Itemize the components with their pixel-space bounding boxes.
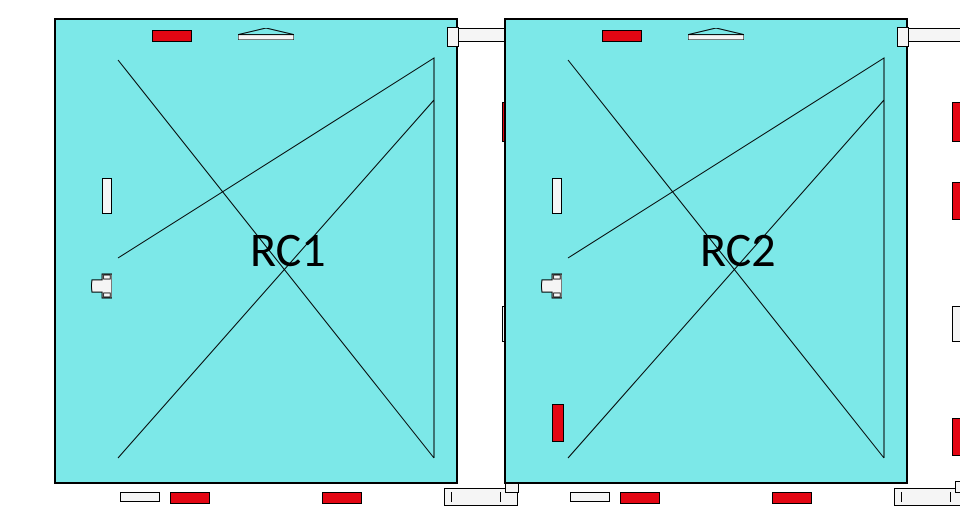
scissor-stay-icon (688, 28, 744, 40)
hardware-icon (102, 178, 112, 214)
locking-point-icon (602, 30, 642, 42)
corner-drive-icon (894, 488, 960, 506)
scissor-stay-icon (238, 28, 294, 40)
diagram-stage: RC1 RC2 (0, 0, 960, 501)
locking-point-icon (552, 404, 564, 442)
hardware-icon (552, 178, 562, 214)
locking-point-icon (952, 418, 960, 456)
locking-point-icon (952, 102, 960, 142)
locking-point-icon (322, 492, 362, 504)
window-rc2: RC2 (504, 18, 908, 484)
window-rc1: RC1 (54, 18, 458, 484)
locking-point-icon (170, 492, 210, 504)
locking-point-icon (952, 182, 960, 220)
locking-point-icon (620, 492, 660, 504)
locking-point-icon (152, 30, 192, 42)
window-label: RC1 (250, 226, 326, 274)
top-stay-icon (898, 28, 960, 42)
strike-plate-icon (540, 272, 562, 300)
hardware-icon (952, 306, 960, 342)
corner-drive-icon (444, 488, 518, 506)
locking-point-icon (772, 492, 812, 504)
window-label: RC2 (700, 226, 776, 274)
strike-plate-icon (90, 272, 112, 300)
